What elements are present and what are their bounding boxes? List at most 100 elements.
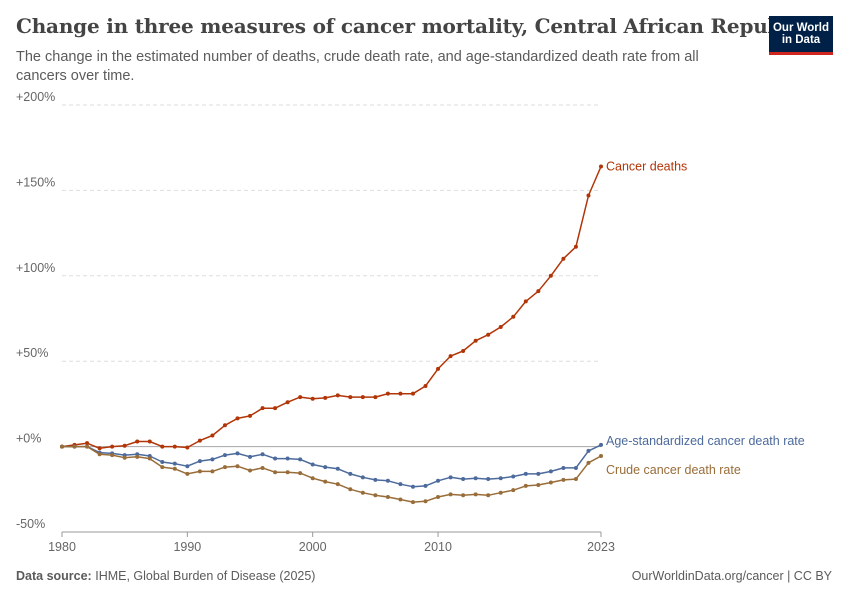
data-point: [60, 444, 64, 449]
data-point: [511, 474, 516, 479]
data-point: [360, 475, 365, 480]
data-point: [147, 439, 152, 444]
data-point: [85, 441, 90, 446]
data-point: [197, 469, 202, 474]
data-point: [298, 471, 303, 476]
data-point: [573, 477, 578, 482]
data-point: [160, 459, 165, 464]
data-point: [185, 471, 190, 476]
data-point: [586, 460, 591, 465]
data-point: [85, 444, 90, 449]
data-point: [185, 464, 190, 469]
data-point: [135, 454, 140, 459]
data-source-text: IHME, Global Burden of Disease (2025): [95, 569, 316, 583]
data-point: [273, 456, 278, 461]
data-point: [373, 493, 378, 498]
data-point: [248, 454, 253, 459]
data-point: [423, 383, 428, 388]
data-point: [498, 490, 503, 495]
data-point: [599, 164, 603, 169]
data-point: [110, 453, 115, 458]
data-point: [461, 477, 466, 482]
data-point: [335, 466, 340, 471]
data-point: [599, 453, 603, 458]
data-point: [548, 469, 553, 474]
y-tick-label: -50%: [16, 517, 45, 531]
data-point: [298, 457, 303, 462]
data-point: [260, 452, 265, 457]
data-point: [298, 395, 303, 400]
owid-logo[interactable]: Our World in Data: [769, 16, 833, 55]
data-point: [385, 494, 390, 499]
data-point: [461, 493, 466, 498]
data-source-label: Data source:: [16, 569, 92, 583]
data-point: [97, 452, 102, 457]
data-point: [486, 477, 491, 482]
y-tick-label: +50%: [16, 346, 48, 360]
data-point: [348, 487, 353, 492]
data-point: [122, 455, 127, 460]
credit-link[interactable]: OurWorldinData.org/cancer | CC BY: [631, 569, 832, 583]
data-point: [147, 456, 152, 461]
data-point: [548, 480, 553, 485]
data-point: [235, 416, 240, 421]
data-point: [197, 459, 202, 464]
data-point: [310, 476, 315, 481]
data-point: [235, 464, 240, 469]
data-point: [423, 483, 428, 488]
data-point: [448, 475, 453, 480]
data-point: [599, 442, 603, 447]
data-point: [385, 478, 390, 483]
data-point: [486, 332, 491, 337]
data-point: [398, 497, 403, 502]
data-point: [222, 423, 227, 428]
y-tick-label: +0%: [16, 432, 41, 446]
data-point: [436, 478, 441, 483]
data-point: [122, 443, 127, 448]
data-point: [498, 476, 503, 481]
data-point: [436, 366, 441, 371]
data-point: [548, 273, 553, 278]
data-point: [323, 465, 328, 470]
data-point: [473, 338, 478, 343]
data-point: [385, 391, 390, 396]
data-point: [172, 444, 177, 449]
data-point: [72, 444, 77, 449]
data-point: [235, 451, 240, 456]
data-point: [210, 469, 215, 474]
data-point: [473, 476, 478, 481]
data-point: [210, 433, 215, 438]
data-point: [360, 490, 365, 495]
data-point: [410, 484, 415, 489]
data-point: [197, 438, 202, 443]
data-point: [573, 465, 578, 470]
data-point: [348, 471, 353, 476]
data-point: [310, 462, 315, 467]
data-point: [586, 448, 591, 453]
data-point: [573, 244, 578, 249]
series-label: Crude cancer death rate: [606, 463, 741, 477]
data-point: [410, 500, 415, 505]
y-tick-label: +200%: [16, 90, 55, 104]
data-point: [448, 354, 453, 359]
data-point: [398, 391, 403, 396]
data-point: [473, 492, 478, 497]
data-point: [260, 465, 265, 470]
data-point: [523, 299, 528, 304]
data-point: [172, 466, 177, 471]
data-point: [498, 325, 503, 330]
data-point: [260, 406, 265, 411]
axes: -50% +0% +50% +100% +150% +200% 1980 1990 2000 20…: [16, 90, 615, 554]
data-point: [273, 406, 278, 411]
chart-title: Change in three measures of cancer morta…: [16, 14, 809, 38]
data-point: [423, 499, 428, 504]
data-point: [536, 289, 541, 294]
series-line: [62, 444, 602, 488]
data-point: [172, 461, 177, 466]
series-labels: Cancer deaths Age-standardized cancer dea…: [606, 159, 805, 477]
data-point: [561, 465, 566, 470]
data-point: [222, 453, 227, 458]
data-point: [222, 465, 227, 470]
data-point: [160, 465, 165, 470]
